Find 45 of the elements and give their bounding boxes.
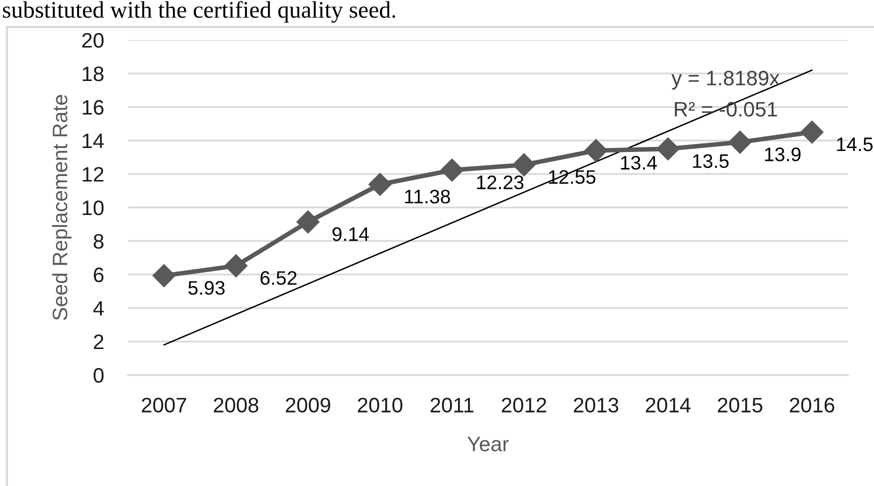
point	[584, 138, 608, 162]
annotation: y = 1.8189x	[672, 70, 780, 90]
annotation: R² = -0.051	[674, 102, 777, 117]
y-tick-label: 8	[94, 234, 104, 249]
y-tick-label: 10	[82, 200, 104, 216]
y-tick-label: 4	[93, 301, 104, 316]
point	[800, 120, 824, 144]
x-tick-label: 2014	[646, 398, 691, 413]
data-label: 6.52	[260, 271, 296, 285]
point	[656, 137, 680, 161]
y-tick-label: 12	[82, 167, 104, 182]
x-tick-label: 2011	[430, 398, 474, 413]
point	[440, 158, 464, 182]
x-tick-label: 2016	[790, 398, 834, 413]
text: substituted with the certified quality seed.	[2, 1, 396, 23]
data-label: 14.5	[837, 138, 873, 152]
y-tick-label: 6	[94, 268, 104, 282]
point	[368, 172, 392, 196]
point	[296, 210, 320, 234]
y-tick-label: 16	[82, 100, 104, 115]
x-tick-label: 2013	[574, 398, 618, 413]
y-tick-label: 18	[82, 66, 104, 82]
y-tick-label: 20	[82, 33, 104, 48]
x-tick-label: 2008	[214, 398, 258, 413]
data-label: 5.93	[188, 281, 225, 295]
data-label: 12.23	[477, 175, 524, 190]
point	[224, 254, 248, 278]
data-label: 13.4	[621, 156, 657, 170]
x-tick-label: 2007	[142, 398, 186, 413]
y-axis-title: Seed Replacement Rate	[52, 94, 72, 320]
data-label: 13.5	[693, 154, 729, 168]
x-tick-label: 2010	[358, 398, 402, 413]
data-label: 9.14	[332, 227, 369, 242]
x-axis-title: Year	[467, 436, 509, 452]
point	[512, 153, 536, 177]
data-label: 13.9	[765, 148, 801, 162]
y-tick-label: 14	[82, 134, 104, 148]
point	[152, 264, 176, 288]
x-tick-label: 2012	[502, 398, 546, 413]
data-label: 11.38	[405, 190, 450, 204]
y-tick-label: 0	[94, 368, 104, 383]
point	[728, 130, 752, 154]
x-tick-label: 2009	[286, 398, 330, 413]
y-tick-label: 2	[94, 334, 104, 350]
x-tick-label: 2015	[718, 398, 762, 413]
